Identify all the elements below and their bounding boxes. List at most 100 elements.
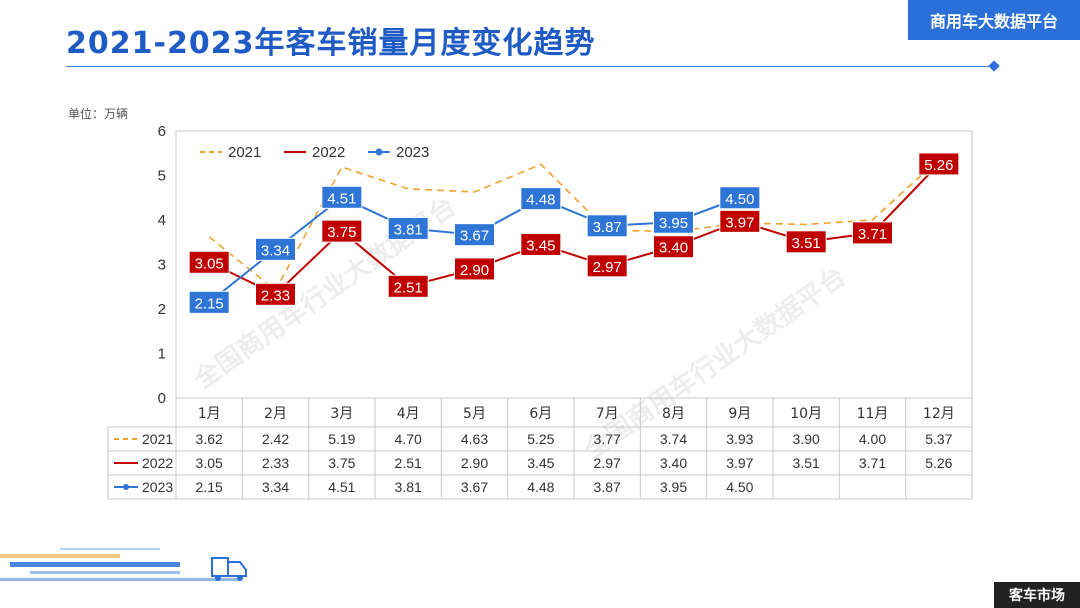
series-line-2021	[208, 158, 940, 292]
table-cell: 3.45	[527, 455, 554, 471]
table-legend-marker	[123, 484, 129, 490]
table-cell: 5.26	[925, 455, 952, 471]
data-label-box	[719, 186, 761, 210]
data-table-grid	[107, 398, 973, 500]
y-tick-label: 5	[158, 168, 166, 185]
brand-badge: 商用车大数据平台	[908, 0, 1080, 40]
page-title: 2021-2023年客车销量月度变化趋势	[66, 26, 596, 61]
table-cell: 3.34	[262, 479, 289, 495]
table-cell: 2.15	[196, 479, 223, 495]
table-cell: 4.51	[328, 479, 355, 495]
x-tick-label: 4月	[397, 406, 420, 422]
x-tick-label: 2月	[264, 406, 287, 422]
table-cell: 3.77	[594, 431, 621, 447]
table-cell: 3.05	[196, 455, 223, 471]
table-cell: 3.87	[594, 479, 621, 495]
data-label: 4.48	[526, 192, 555, 209]
title-underline	[66, 66, 994, 67]
data-label-box	[255, 282, 296, 306]
data-label-box	[188, 290, 230, 314]
data-label: 3.81	[394, 221, 423, 238]
y-tick-label: 2	[158, 301, 166, 318]
table-cell: 2.51	[395, 455, 422, 471]
table-cell: 5.37	[925, 431, 952, 447]
x-tick-label: 9月	[728, 406, 751, 422]
x-tick-label: 12月	[923, 406, 955, 422]
data-label-box	[321, 185, 363, 209]
table-row-label: 2022	[142, 455, 173, 471]
table-cell: 4.48	[527, 479, 554, 495]
data-label: 2.15	[195, 295, 224, 312]
table-cell: 3.81	[395, 479, 422, 495]
x-tick-label: 10月	[790, 406, 822, 422]
x-tick-label: 11月	[857, 406, 889, 422]
data-label: 3.95	[659, 215, 688, 232]
x-tick-label: 1月	[198, 406, 221, 422]
x-tick-label: 3月	[330, 406, 353, 422]
plot-area	[175, 130, 973, 399]
table-cell: 5.25	[527, 431, 554, 447]
data-label: 3.71	[858, 226, 887, 243]
unit-label: 单位：万辆	[68, 107, 129, 121]
data-label: 3.51	[792, 235, 821, 252]
table-cell: 2.97	[594, 455, 621, 471]
data-label: 4.51	[327, 190, 356, 207]
table-cell: 3.95	[660, 479, 687, 495]
data-label-box	[387, 216, 429, 240]
x-tick-label: 5月	[463, 406, 486, 422]
data-label-box	[321, 219, 363, 243]
section-tag: 客车市场	[994, 582, 1080, 608]
table-cell: 2.42	[262, 431, 289, 447]
table-cell: 5.19	[328, 431, 355, 447]
data-label-box	[520, 232, 562, 256]
data-label-box	[852, 221, 893, 245]
legend-label: 2021	[228, 144, 261, 161]
table-cell: 3.51	[793, 455, 820, 471]
data-label: 3.05	[195, 255, 224, 272]
table-cell: 4.50	[726, 479, 753, 495]
data-label-box	[719, 209, 761, 233]
table-cell: 3.75	[328, 455, 355, 471]
table-row-label: 2023	[142, 479, 173, 495]
y-tick-label: 3	[158, 257, 166, 274]
legend-label: 2023	[396, 144, 429, 161]
data-label-box	[653, 210, 694, 234]
data-label: 3.97	[725, 214, 754, 231]
data-label: 3.34	[261, 242, 290, 259]
table-cell: 3.71	[859, 455, 886, 471]
table-cell: 2.90	[461, 455, 488, 471]
x-tick-label: 7月	[596, 406, 619, 422]
table-cell: 4.63	[461, 431, 488, 447]
data-label: 5.26	[924, 157, 953, 174]
data-label: 2.33	[261, 287, 290, 304]
data-label-box	[586, 254, 628, 278]
data-label: 4.50	[725, 191, 754, 208]
x-tick-label: 8月	[662, 406, 685, 422]
data-label: 3.87	[593, 219, 622, 236]
data-label-box	[586, 214, 628, 238]
legend-marker	[375, 148, 383, 156]
y-tick-label: 1	[158, 346, 166, 363]
data-label-box	[653, 235, 694, 259]
legend-label: 2022	[312, 144, 345, 161]
data-label-box	[387, 274, 429, 298]
table-cell: 3.90	[793, 431, 820, 447]
data-label-box	[454, 223, 495, 247]
data-label: 3.45	[526, 237, 555, 254]
table-cell: 3.40	[660, 455, 687, 471]
data-label-box	[188, 250, 230, 274]
table-cell: 4.70	[395, 431, 422, 447]
table-cell: 3.67	[461, 479, 488, 495]
table-cell: 2.33	[262, 455, 289, 471]
data-label: 3.75	[327, 224, 356, 241]
table-cell: 3.62	[196, 431, 223, 447]
table-cell: 3.74	[660, 431, 687, 447]
data-label-box	[454, 257, 495, 281]
data-label: 2.90	[460, 262, 489, 279]
table-cell: 3.93	[726, 431, 753, 447]
x-tick-label: 6月	[529, 406, 552, 422]
y-tick-label: 4	[158, 212, 166, 229]
data-label: 3.40	[659, 240, 688, 257]
data-label-box	[785, 230, 827, 254]
